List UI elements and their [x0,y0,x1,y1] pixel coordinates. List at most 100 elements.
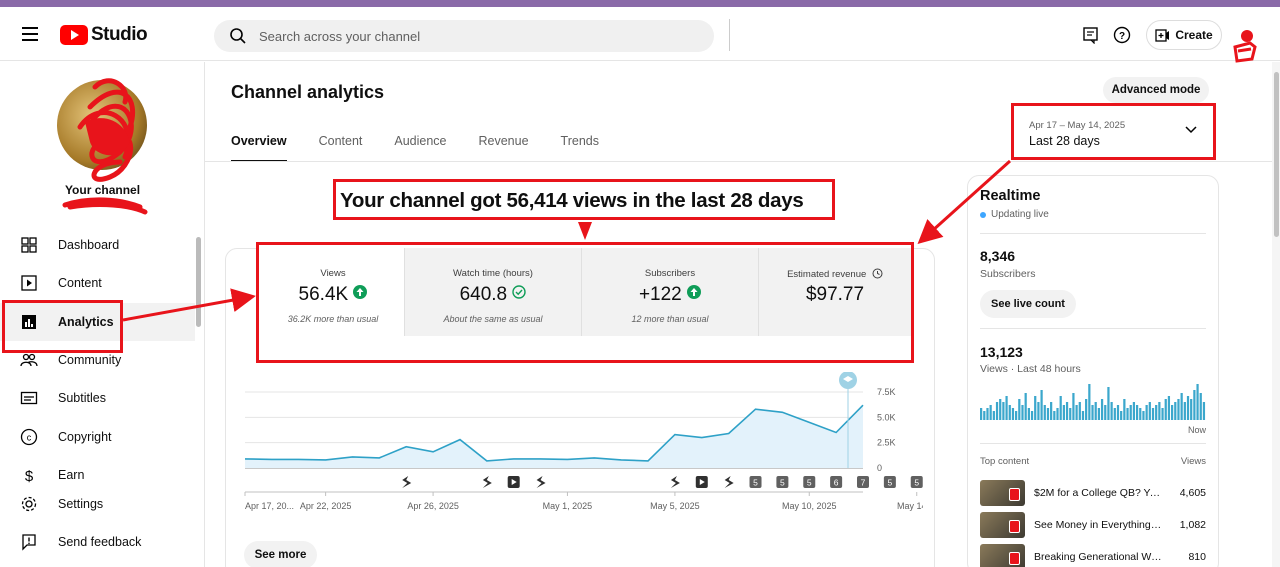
realtime-bar [1180,393,1183,420]
search-input[interactable] [259,20,699,52]
sidebar-item-content[interactable]: Content [0,264,195,302]
tab-trends[interactable]: Trends [560,134,599,148]
metric-label: Subscribers [644,268,696,279]
metric-subscribers[interactable]: Subscribers +122 12 more than usual [582,248,759,336]
realtime-bar [1139,408,1142,420]
metric-value: 56.4K [262,284,404,306]
page-scrollbar[interactable] [1272,62,1280,567]
date-range-picker[interactable]: Apr 17 – May 14, 2025 Last 28 days [1011,103,1216,160]
realtime-bar [1091,405,1094,420]
messages-icon[interactable] [1082,26,1100,44]
realtime-bar [1170,405,1174,420]
search-icon [230,28,246,44]
shorts-marker-icon [724,476,734,488]
clock-icon [872,268,883,279]
upload-count-marker [910,476,923,488]
realtime-bar [1018,399,1021,420]
realtime-bar [1100,399,1104,420]
tab-overview[interactable]: Overview [231,124,287,162]
realtime-views-value: 13,123 [980,344,1023,360]
realtime-status: Updating live [980,209,1049,220]
realtime-bar [1078,402,1081,420]
shorts-marker-icon [402,476,412,488]
chevron-down-icon [1185,126,1197,134]
advanced-mode-button[interactable]: Advanced mode [1103,77,1209,103]
upload-count-marker [749,476,762,488]
headline-annotation: Your channel got 56,414 views in the las… [333,179,835,220]
realtime-bar [1161,408,1164,420]
realtime-bar [1053,411,1056,420]
create-button[interactable]: Create [1146,20,1222,50]
help-icon[interactable]: ? [1113,26,1131,44]
community-icon [20,353,38,367]
upload-count-label: 7 [861,478,866,488]
video-title: $2M for a College QB? Yo... [1034,487,1164,499]
x-tick-label: Apr 17, 20... [245,501,294,511]
studio-logo[interactable]: Studio [60,24,148,46]
realtime-views-bars[interactable] [980,380,1206,420]
realtime-bar [1145,405,1148,420]
top-content-row[interactable]: Breaking Generational Wea... 810 [980,544,1206,567]
date-range-text: Apr 17 – May 14, 2025 [1029,120,1126,131]
sidebar-item-community[interactable]: Community [0,341,195,379]
shorts-marker-icon [670,476,680,488]
channel-label[interactable]: Your channel [64,183,141,197]
header-divider [729,19,730,51]
realtime-bar [1002,402,1005,420]
top-content-row[interactable]: $2M for a College QB? Yo... 4,605 [980,480,1206,508]
realtime-bar [1110,402,1113,420]
date-selection: Last 28 days [1029,134,1100,148]
upload-count-label: 5 [780,478,785,488]
tab-content[interactable]: Content [318,134,363,148]
metric-revenue[interactable]: Estimated revenue $97.77 [759,248,911,336]
account-avatar[interactable] [1232,27,1258,65]
sidebar-item-label: Content [58,276,102,290]
live-dot-icon [980,211,986,218]
realtime-views-caption: Views · Last 48 hours [980,363,1081,375]
tab-audience[interactable]: Audience [394,134,447,148]
sidebar-item-copyright[interactable]: c Copyright [0,418,195,456]
realtime-bar [1075,405,1078,420]
search-bar[interactable] [214,20,714,52]
header: Studio ? Create [0,7,1280,63]
see-more-button[interactable]: See more [244,541,317,567]
views-line [244,404,864,462]
sidebar-item-label: Copyright [58,430,112,444]
logo-text: Studio [91,24,148,45]
realtime-bar [1094,402,1097,420]
views-chart[interactable]: 7.5K5.0K2.5K055567558Apr 17, 20...Apr 22… [243,372,923,522]
metric-value: +122 [582,284,758,306]
y-tick-label: 0 [877,463,882,473]
realtime-bar [995,402,999,420]
copyright-icon: c [20,428,38,446]
realtime-bar [1135,405,1139,420]
sidebar-item-label: Earn [58,468,85,482]
sidebar-item-send-feedback[interactable]: Send feedback [0,523,195,561]
realtime-bar [1011,408,1015,420]
metric-watch-time[interactable]: Watch time (hours) 640.8 About the same … [405,248,582,336]
realtime-bar [1126,408,1129,420]
realtime-bar [1046,408,1050,420]
video-views: 810 [1188,551,1206,563]
tab-revenue[interactable]: Revenue [478,134,529,148]
page-scrollbar-thumb[interactable] [1274,72,1279,237]
sidebar-item-earn[interactable]: $ Earn [0,456,195,494]
video-thumbnail [980,544,1025,567]
video-views: 4,605 [1179,487,1206,499]
see-live-count-button[interactable]: See live count [980,290,1076,318]
x-tick-label: May 5, 2025 [650,501,700,511]
sidebar-item-subtitles[interactable]: Subtitles [0,379,195,417]
sidebar-scrollbar[interactable] [196,237,201,327]
tabs-divider [205,161,1272,162]
menu-icon[interactable] [22,27,38,41]
sidebar-item-settings[interactable]: Settings [0,485,195,523]
milestone-cap-icon [843,376,853,382]
content-icon [21,275,37,291]
video-views: 1,082 [1179,519,1206,531]
upload-count-label: 5 [888,478,893,488]
metric-views[interactable]: Views 56.4K 36.2K more than usual [262,248,405,336]
metric-label: Watch time (hours) [453,268,533,279]
sidebar-item-dashboard[interactable]: Dashboard [0,226,195,264]
realtime-bar [1027,408,1030,420]
top-content-row[interactable]: See Money in Everything: ... 1,082 [980,512,1206,540]
